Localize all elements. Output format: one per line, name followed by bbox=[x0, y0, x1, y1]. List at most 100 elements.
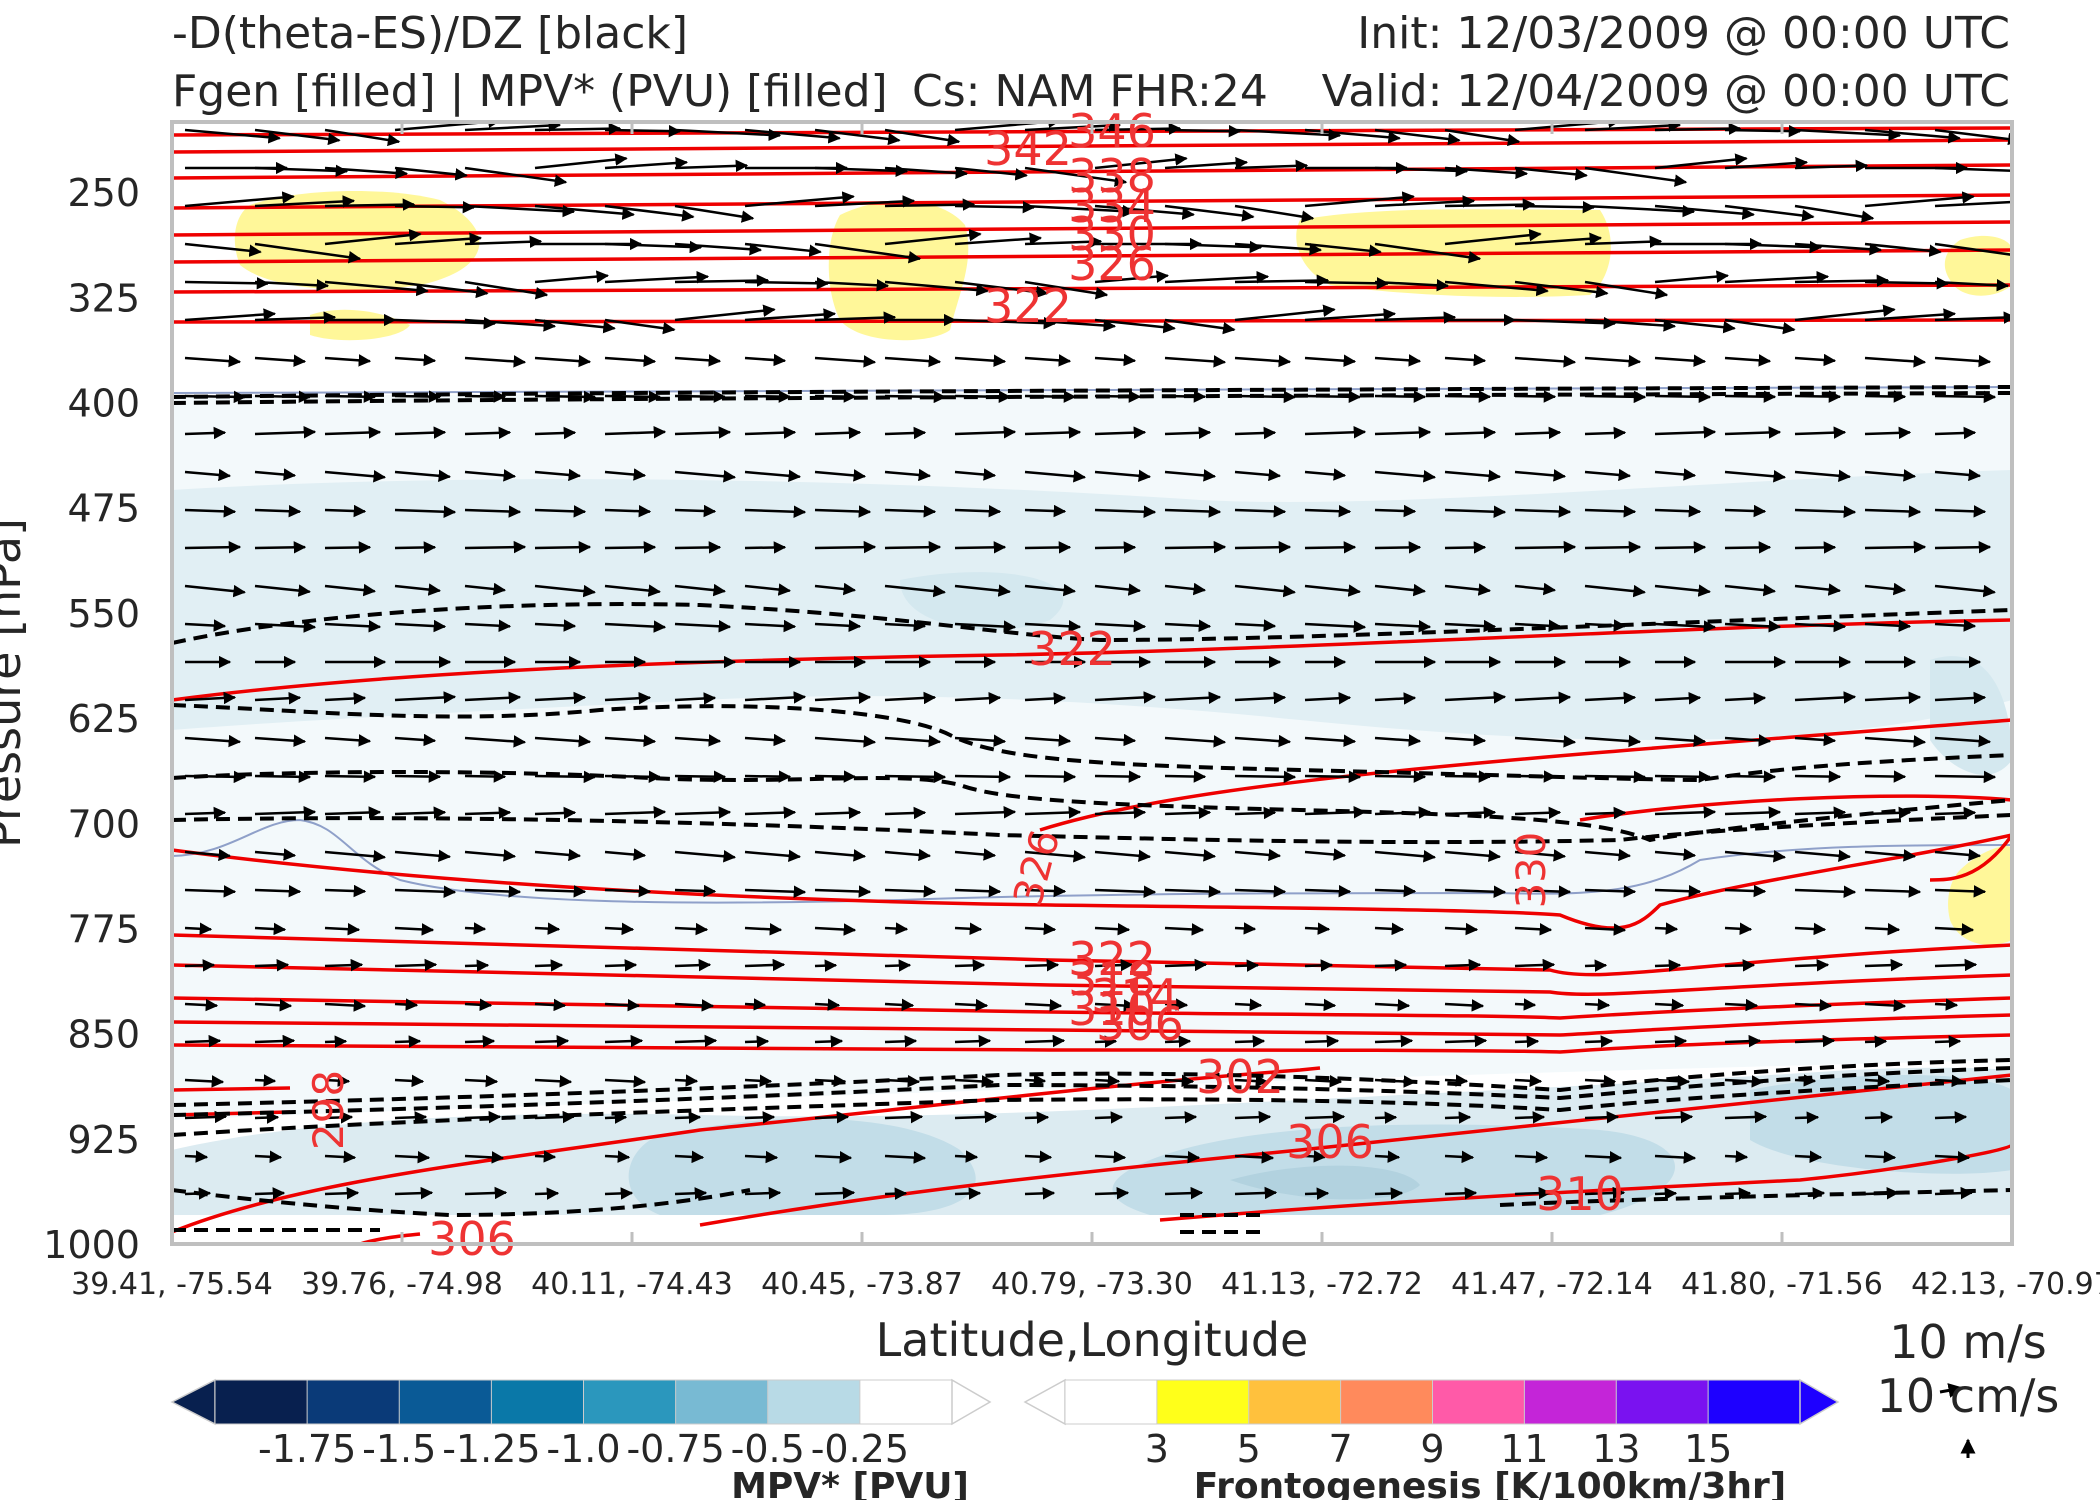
wind-arrow bbox=[1304, 308, 1397, 322]
wind-arrow bbox=[1794, 849, 1852, 863]
wind-arrow bbox=[1024, 692, 1067, 705]
wind-arrow bbox=[1584, 770, 1647, 784]
wind-arrow bbox=[1164, 204, 1255, 222]
wind-arrow bbox=[534, 619, 577, 632]
wind-arrow bbox=[1864, 999, 1907, 1012]
contour-label: 306 bbox=[428, 1212, 516, 1266]
wind-arrow bbox=[1934, 806, 1977, 820]
wind-arrow bbox=[1024, 770, 1077, 783]
wind-arrow bbox=[464, 1186, 508, 1200]
wind-arrow bbox=[954, 200, 1036, 214]
wind-arrow bbox=[1024, 922, 1057, 936]
wind-arrow bbox=[954, 691, 1002, 705]
wind-arrow bbox=[1094, 1074, 1121, 1087]
wind-arrow bbox=[1654, 204, 1755, 220]
wind-arrow bbox=[1024, 1034, 1066, 1048]
wind-arrow bbox=[394, 1074, 425, 1088]
wind-arrow bbox=[1934, 540, 1992, 554]
wind-arrow bbox=[1864, 355, 1927, 368]
wind-arrow bbox=[1024, 390, 1077, 403]
init-time: Init: 12/03/2009 @ 00:00 UTC bbox=[1357, 8, 2010, 59]
wind-arrow bbox=[744, 308, 837, 322]
wind-arrow bbox=[1234, 204, 1315, 223]
wind-arrow bbox=[1794, 353, 1837, 367]
colorbar-swatch bbox=[214, 1379, 309, 1425]
wind-arrow bbox=[1374, 806, 1432, 819]
wind-arrow bbox=[464, 505, 522, 518]
wind-arrow bbox=[744, 1186, 782, 1200]
wind-arrow bbox=[1654, 390, 1712, 404]
wind-arrow bbox=[254, 390, 312, 404]
wind-arrow bbox=[1584, 1035, 1614, 1048]
wind-arrow bbox=[1164, 998, 1189, 1011]
wind-arrow bbox=[184, 959, 216, 972]
wind-arrow bbox=[1864, 191, 1975, 208]
wind-arrow bbox=[604, 426, 667, 439]
wind-arrow bbox=[324, 734, 372, 747]
wind-arrow bbox=[674, 504, 717, 518]
wind-arrow bbox=[394, 733, 437, 747]
wind-arrow bbox=[604, 734, 657, 747]
wind-arrow bbox=[534, 848, 582, 862]
wind-arrow bbox=[1444, 733, 1487, 747]
wind-arrow bbox=[1094, 958, 1134, 972]
wind-arrow bbox=[254, 1187, 286, 1200]
wind-arrow bbox=[884, 1074, 921, 1088]
wind-arrow bbox=[1724, 959, 1756, 972]
wind-arrow bbox=[1864, 922, 1901, 936]
wind-arrow bbox=[1514, 1186, 1552, 1200]
wind-arrow bbox=[1724, 240, 1823, 254]
contour-label: 322 bbox=[1028, 622, 1116, 676]
wind-arrow bbox=[1234, 1151, 1275, 1164]
wind-arrow bbox=[604, 1111, 628, 1124]
wind-arrow bbox=[744, 1074, 773, 1088]
wind-arrow bbox=[1514, 1150, 1549, 1164]
wind-arrow bbox=[254, 468, 297, 481]
wind-arrow bbox=[184, 1187, 212, 1200]
wind-arrow bbox=[394, 1186, 434, 1200]
wind-arrow bbox=[1864, 770, 1907, 783]
wind-arrow bbox=[1304, 390, 1362, 404]
wind-arrow bbox=[814, 806, 862, 820]
wind-arrow bbox=[394, 280, 489, 299]
wind-arrow bbox=[954, 1150, 979, 1163]
wind-arrow bbox=[1584, 998, 1611, 1011]
wind-arrow bbox=[1724, 426, 1782, 439]
wind-arrow bbox=[1514, 390, 1557, 403]
wind-arrow bbox=[184, 1110, 228, 1124]
wind-arrow bbox=[1234, 998, 1263, 1012]
wind-arrow bbox=[1584, 584, 1646, 598]
title-center: Cs: NAM FHR:24 bbox=[912, 66, 1268, 117]
wind-arrow bbox=[324, 1111, 354, 1124]
wind-arrow bbox=[814, 390, 857, 403]
fgen-colorbar-title: Frontogenesis [K/100km/3hr] bbox=[1194, 1466, 1786, 1500]
wind-arrow bbox=[184, 191, 295, 208]
wind-arrow bbox=[1724, 270, 1830, 284]
wind-arrow bbox=[674, 620, 732, 633]
x-axis: 39.41, -75.54 39.76, -74.98 40.11, -74.43 4… bbox=[71, 122, 2100, 1302]
wind-arrow bbox=[814, 849, 867, 862]
colorbar-label: 15 bbox=[1684, 1427, 1732, 1471]
wind-arrow bbox=[534, 770, 597, 784]
wind-arrow bbox=[534, 959, 564, 972]
wind-arrow bbox=[1934, 885, 1987, 898]
wind-arrow bbox=[1444, 770, 1492, 783]
wind-arrow bbox=[1654, 584, 1711, 597]
wind-arrow bbox=[1304, 620, 1367, 633]
wind-arrow bbox=[1164, 691, 1222, 704]
wind-arrow bbox=[884, 806, 927, 820]
wind-arrow bbox=[464, 959, 490, 972]
wind-arrow bbox=[1024, 583, 1076, 597]
wind-arrow bbox=[884, 885, 937, 898]
wind-arrow bbox=[604, 959, 638, 972]
wind-arrow bbox=[1654, 354, 1707, 367]
wind-arrow bbox=[1794, 1111, 1820, 1124]
wind-arrow bbox=[1094, 1186, 1130, 1200]
wind-arrow bbox=[1444, 505, 1507, 518]
contour-label: 326 bbox=[1068, 237, 1156, 291]
wind-arrow bbox=[1794, 1187, 1826, 1200]
colorbar-label: 5 bbox=[1237, 1427, 1261, 1471]
wind-arrow bbox=[394, 390, 442, 403]
wind-arrow bbox=[254, 620, 317, 633]
